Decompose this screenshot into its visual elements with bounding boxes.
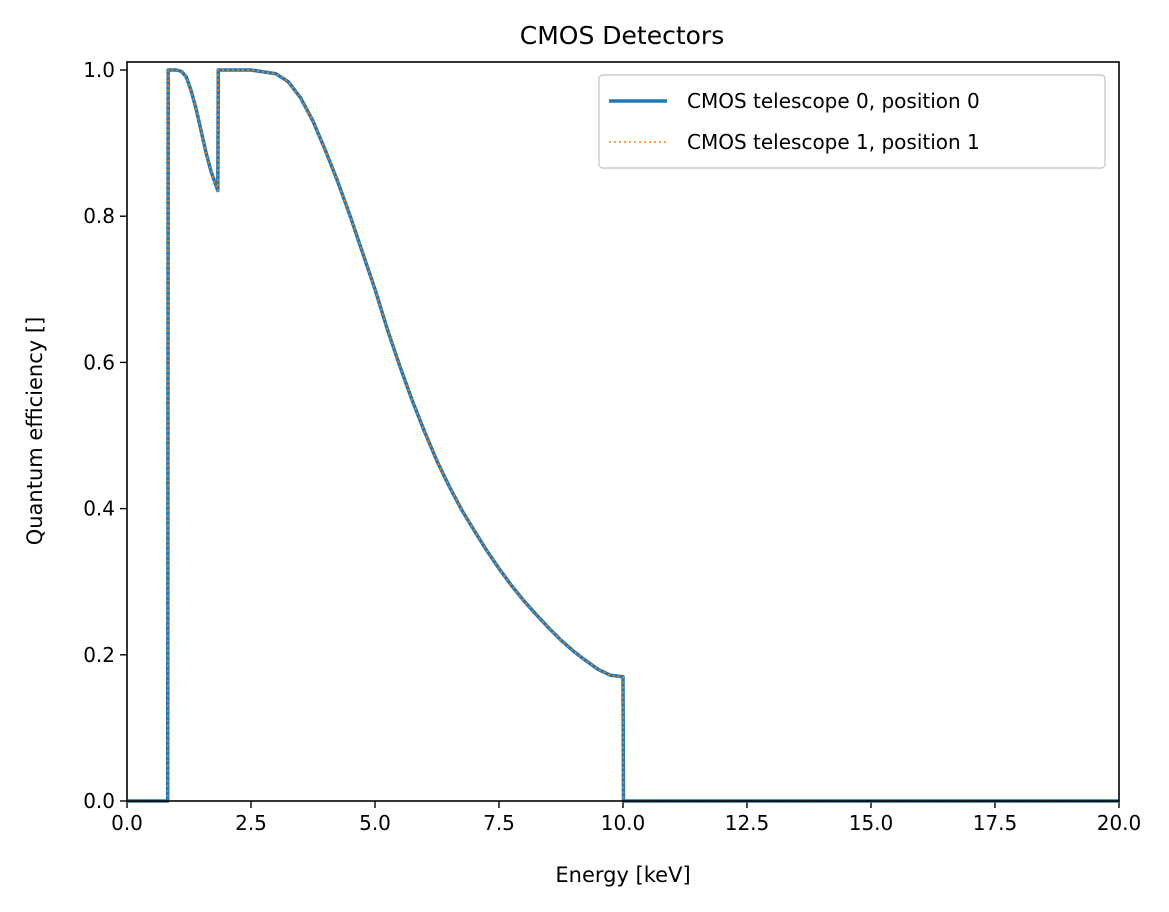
x-tick-label: 20.0 [1097,811,1142,835]
plot-frame [126,61,1120,802]
y-tick-label: 0.2 [83,643,115,667]
x-tick-label: 5.0 [359,811,391,835]
y-axis-ticks: 0.0 0.2 0.4 0.6 0.8 1.0 [83,58,127,813]
x-tick-label: 17.5 [973,811,1018,835]
x-tick-label: 2.5 [235,811,267,835]
series-line-1 [127,69,1119,802]
y-tick-label: 1.0 [83,58,115,82]
legend: CMOS telescope 0, position 0 CMOS telesc… [598,74,1106,169]
x-tick-label: 7.5 [483,811,515,835]
chart-title: CMOS Detectors [520,21,724,50]
y-tick-label: 0.8 [83,204,115,228]
legend-label-series-0: CMOS telescope 0, position 0 [687,89,980,113]
legend-label-series-1: CMOS telescope 1, position 1 [687,130,980,154]
x-tick-label: 0.0 [111,811,143,835]
x-axis-label: Energy [keV] [555,863,690,887]
legend-box [598,74,1106,169]
y-tick-label: 0.6 [83,350,115,374]
y-axis-label: Quantum efficiency [] [23,317,47,546]
x-tick-label: 12.5 [725,811,770,835]
series-line-0 [127,68,1119,803]
x-axis-ticks: 0.0 2.5 5.0 7.5 10.0 12.5 15.0 17.5 20.0 [111,801,1141,835]
x-tick-label: 10.0 [601,811,646,835]
x-tick-label: 15.0 [849,811,894,835]
series-layer [127,68,1119,803]
y-tick-label: 0.0 [83,789,115,813]
y-tick-label: 0.4 [83,497,115,521]
